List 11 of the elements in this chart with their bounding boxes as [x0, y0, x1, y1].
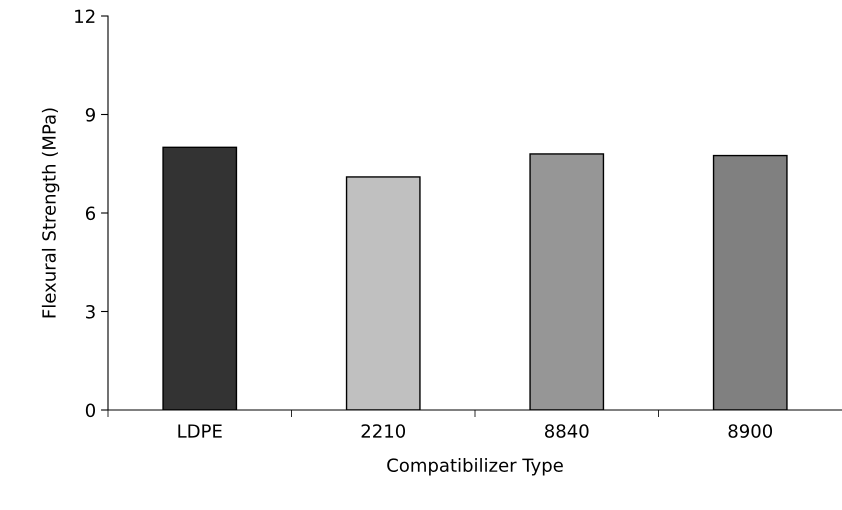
x-tick-label: 8840 — [545, 424, 589, 438]
y-tick-label: 0 — [86, 403, 95, 418]
y-tick-label: 9 — [86, 108, 95, 122]
y-tick-label: 3 — [86, 304, 95, 319]
x-tick-label: 2210 — [362, 424, 406, 438]
y-axis-title: Flexural Strength (MPa) — [42, 108, 60, 318]
x-axis-title: Compatibilizer Type — [387, 458, 563, 476]
y-tick-label: 6 — [86, 206, 96, 220]
y-tick-label: 12 — [75, 9, 94, 23]
x-tick-label: 8900 — [728, 424, 772, 438]
x-tick-label: LDPE — [178, 424, 222, 438]
